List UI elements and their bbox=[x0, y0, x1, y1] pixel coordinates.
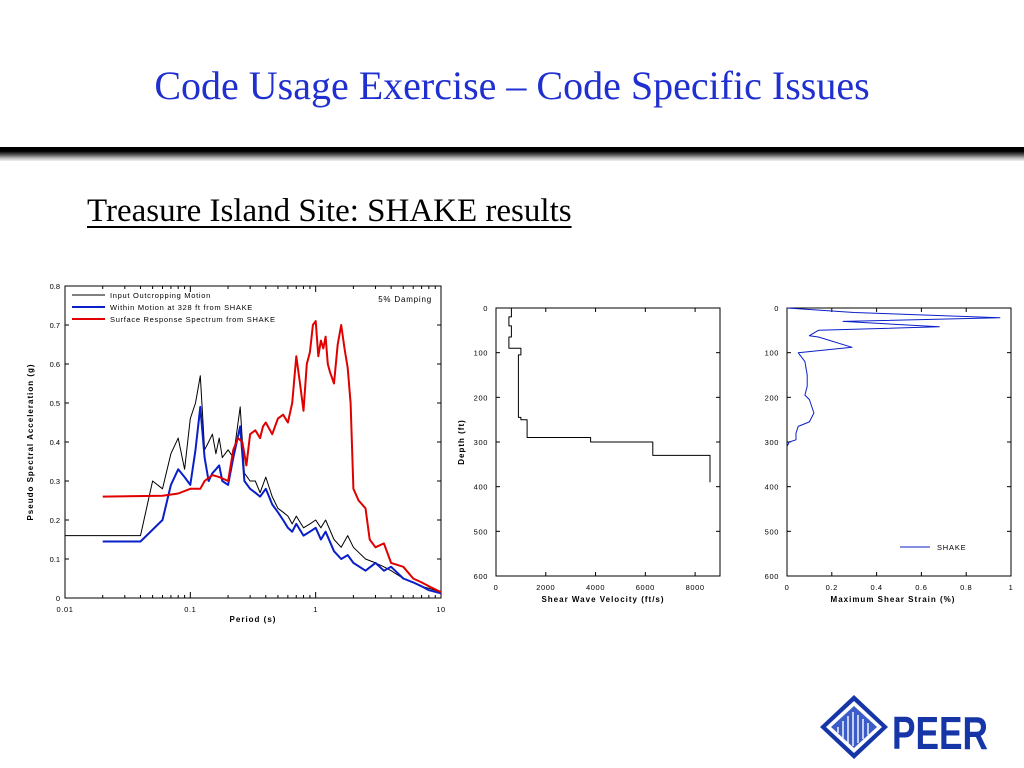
response-spectrum-chart: 0 0.1 0.2 0.3 0.4 0.5 0.6 0.7 0.8 0.01 0.1 1 10 Inpu… bbox=[26, 282, 446, 624]
strain-x-tick-label: 0.4 bbox=[870, 583, 882, 592]
velocity-y-tick-label: 300 bbox=[474, 438, 488, 447]
strain-plot-frame bbox=[786, 307, 1012, 577]
strain-y-tick-label: 500 bbox=[765, 527, 779, 536]
velocity-y-axis-label: Depth (ft) bbox=[457, 419, 466, 465]
strain-x-tick-label: 0 bbox=[785, 583, 790, 592]
spectrum-y-tick-label: 0.4 bbox=[50, 438, 60, 447]
velocity-y-tick-label: 0 bbox=[483, 304, 488, 313]
slide-title: Code Usage Exercise – Code Specific Issu… bbox=[154, 63, 870, 108]
strain-series-line bbox=[786, 307, 1001, 447]
spectrum-x-axis-label: Period (s) bbox=[230, 615, 277, 624]
velocity-y-tick-label: 400 bbox=[474, 483, 488, 492]
strain-x-tick-label: 0.2 bbox=[826, 583, 838, 592]
velocity-series-line bbox=[508, 308, 711, 483]
strain-x-axis-label: Maximum Shear Strain (%) bbox=[831, 595, 956, 604]
spectrum-y-tick-label: 0.2 bbox=[50, 516, 60, 525]
velocity-x-tick-label: 8000 bbox=[686, 583, 705, 592]
damping-annotation: 5% Damping bbox=[378, 295, 432, 304]
strain-y-tick-label: 600 bbox=[765, 572, 779, 581]
spectrum-legend-entry: Within Motion at 328 ft from SHAKE bbox=[110, 303, 253, 312]
velocity-y-tick-label: 500 bbox=[474, 527, 488, 536]
strain-y-tick-label: 400 bbox=[765, 483, 779, 492]
spectrum-y-tick-label: 0.5 bbox=[50, 399, 60, 408]
strain-legend: SHAKE bbox=[900, 543, 966, 552]
strain-y-tick-label: 200 bbox=[765, 393, 779, 402]
velocity-y-tick-label: 600 bbox=[474, 572, 488, 581]
strain-x-tick-label: 0.8 bbox=[960, 583, 972, 592]
spectrum-y-tick-label: 0.1 bbox=[50, 555, 60, 564]
spectrum-y-tick-label: 0.8 bbox=[50, 282, 60, 291]
spectrum-series-line-0 bbox=[65, 375, 442, 593]
velocity-x-tick-label: 0 bbox=[494, 583, 499, 592]
velocity-x-tick-label: 4000 bbox=[586, 583, 605, 592]
spectrum-x-tick-label: 0.01 bbox=[57, 605, 74, 614]
spectrum-x-tick-label: 1 bbox=[313, 605, 318, 614]
velocity-x-axis-label: Shear Wave Velocity (ft/s) bbox=[541, 595, 664, 604]
strain-y-tick-label: 300 bbox=[765, 438, 779, 447]
velocity-x-tick-label: 6000 bbox=[636, 583, 655, 592]
peer-logo: PEER bbox=[820, 695, 988, 759]
slide-subtitle: Treasure Island Site: SHAKE results bbox=[87, 193, 572, 229]
spectrum-y-tick-label: 0 bbox=[56, 594, 60, 603]
spectrum-legend-entry: Surface Response Spectrum from SHAKE bbox=[110, 315, 276, 324]
velocity-x-tick-label: 2000 bbox=[536, 583, 555, 592]
strain-y-tick-label: 100 bbox=[765, 349, 779, 358]
peer-logo-text: PEER bbox=[892, 707, 988, 759]
spectrum-y-tick-label: 0.6 bbox=[50, 360, 60, 369]
spectrum-plot-frame bbox=[64, 285, 442, 599]
spectrum-x-tick-label: 10 bbox=[436, 605, 446, 614]
spectrum-y-axis-label: Pseudo Spectral Acceleration (g) bbox=[26, 363, 35, 520]
velocity-y-tick-label: 100 bbox=[474, 349, 488, 358]
strain-y-tick-label: 0 bbox=[774, 304, 779, 313]
spectrum-y-tick-label: 0.7 bbox=[50, 321, 60, 330]
strain-x-tick-label: 1 bbox=[1009, 583, 1014, 592]
spectrum-series-line-2 bbox=[102, 320, 442, 594]
spectrum-series-line-1 bbox=[102, 405, 442, 595]
spectrum-legend: Input Outcropping Motion Within Motion at… bbox=[72, 291, 276, 324]
spectrum-x-tick-label: 0.1 bbox=[184, 605, 196, 614]
peer-diamond-icon bbox=[820, 695, 888, 759]
strain-x-tick-label: 0.6 bbox=[915, 583, 927, 592]
spectrum-legend-entry: Input Outcropping Motion bbox=[110, 291, 211, 300]
spectrum-y-tick-label: 0.3 bbox=[50, 477, 60, 486]
velocity-y-tick-label: 200 bbox=[474, 393, 488, 402]
title-divider bbox=[0, 147, 1024, 161]
strain-legend-entry: SHAKE bbox=[937, 543, 966, 552]
